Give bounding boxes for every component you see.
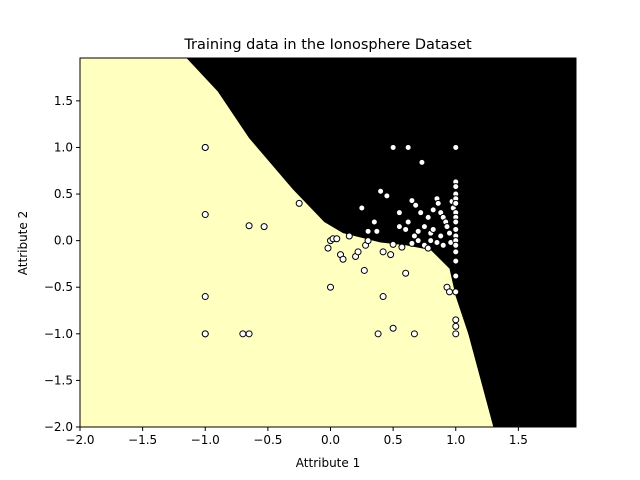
axes: −2.0 −1.5 −1.0 −0.5 0.0 0.5 1.0 1.5 −2.0 −1.5 −1.0… — [44, 57, 577, 447]
data-point — [201, 330, 209, 338]
data-point — [395, 209, 403, 217]
data-point — [201, 293, 209, 301]
data-point — [420, 223, 428, 231]
data-point — [424, 244, 432, 252]
axes-frame — [79, 57, 577, 428]
x-tick-label: 1.5 — [509, 433, 528, 447]
data-point — [389, 324, 397, 332]
data-point — [404, 143, 412, 151]
y-tick-label: −2.0 — [44, 420, 73, 434]
data-point — [398, 243, 406, 251]
data-point — [452, 330, 460, 338]
data-point — [452, 248, 460, 256]
data-point — [452, 257, 460, 265]
data-point — [412, 201, 420, 209]
data-point — [408, 197, 416, 205]
data-point — [452, 322, 460, 330]
data-point — [377, 187, 385, 195]
data-point — [364, 227, 372, 235]
y-tick-label: 1.0 — [54, 140, 73, 154]
data-point — [452, 316, 460, 324]
data-point — [410, 330, 418, 338]
data-point — [239, 330, 247, 338]
data-point — [410, 232, 418, 240]
data-point — [404, 218, 412, 226]
data-point — [364, 237, 372, 245]
data-point — [345, 232, 353, 240]
data-point — [370, 218, 378, 226]
data-point — [452, 183, 460, 191]
data-point — [434, 199, 442, 207]
data-point — [324, 244, 332, 252]
data-point — [402, 225, 410, 233]
y-tick-label: 1.5 — [54, 94, 73, 108]
data-point — [437, 232, 445, 240]
data-point — [424, 213, 432, 221]
data-point — [452, 143, 460, 151]
data-point — [333, 235, 341, 243]
x-tick-label: 0.5 — [384, 433, 403, 447]
y-tick-label: −0.5 — [44, 280, 73, 294]
y-tick-label: −1.5 — [44, 373, 73, 387]
data-point — [379, 293, 387, 301]
data-point — [414, 227, 422, 235]
data-point — [360, 266, 368, 274]
data-point — [379, 248, 387, 256]
data-point — [445, 229, 453, 237]
data-point — [439, 241, 447, 249]
data-point — [373, 227, 381, 235]
data-point — [429, 206, 437, 214]
data-point — [354, 248, 362, 256]
data-point — [383, 192, 391, 200]
x-tick-label: −2.0 — [65, 433, 94, 447]
data-point — [245, 330, 253, 338]
data-point — [408, 239, 416, 247]
data-point — [427, 237, 435, 245]
data-point — [387, 251, 395, 259]
data-point — [433, 239, 441, 246]
data-point — [452, 225, 460, 233]
data-point — [339, 255, 347, 263]
plot-area — [80, 58, 576, 427]
data-point — [327, 283, 335, 291]
y-tick-label: 0.0 — [54, 234, 73, 248]
data-point — [452, 241, 460, 249]
data-point — [429, 225, 437, 233]
data-point — [389, 240, 397, 248]
data-point — [389, 143, 397, 151]
x-tick-label: −0.5 — [253, 433, 282, 447]
x-axis-label: Attribute 1 — [296, 456, 360, 470]
data-point — [452, 199, 460, 207]
data-point — [358, 204, 366, 212]
region-class-dark — [186, 58, 576, 427]
data-point — [452, 218, 460, 226]
data-point — [443, 223, 451, 231]
chart-title: Training data in the Ionosphere Dataset — [183, 37, 472, 53]
data-point — [201, 143, 209, 151]
data-point — [452, 288, 460, 296]
data-point — [414, 237, 422, 245]
data-point — [445, 288, 453, 296]
data-point — [295, 199, 303, 207]
data-point — [417, 209, 425, 217]
y-axis-label: Attribute 2 — [16, 211, 30, 275]
data-point — [374, 330, 382, 338]
x-tick-label: −1.5 — [128, 433, 157, 447]
y-tick-label: −1.0 — [44, 327, 73, 341]
y-tick-label: 0.5 — [54, 187, 73, 201]
data-point — [395, 223, 403, 231]
data-point — [245, 222, 253, 230]
data-point — [201, 211, 209, 219]
x-tick-label: 0.0 — [321, 433, 340, 447]
x-tick-label: 1.0 — [446, 433, 465, 447]
data-point — [418, 158, 426, 166]
data-point — [402, 269, 410, 277]
data-point — [260, 223, 268, 231]
data-point — [452, 272, 460, 280]
x-tick-label: −1.0 — [191, 433, 220, 447]
